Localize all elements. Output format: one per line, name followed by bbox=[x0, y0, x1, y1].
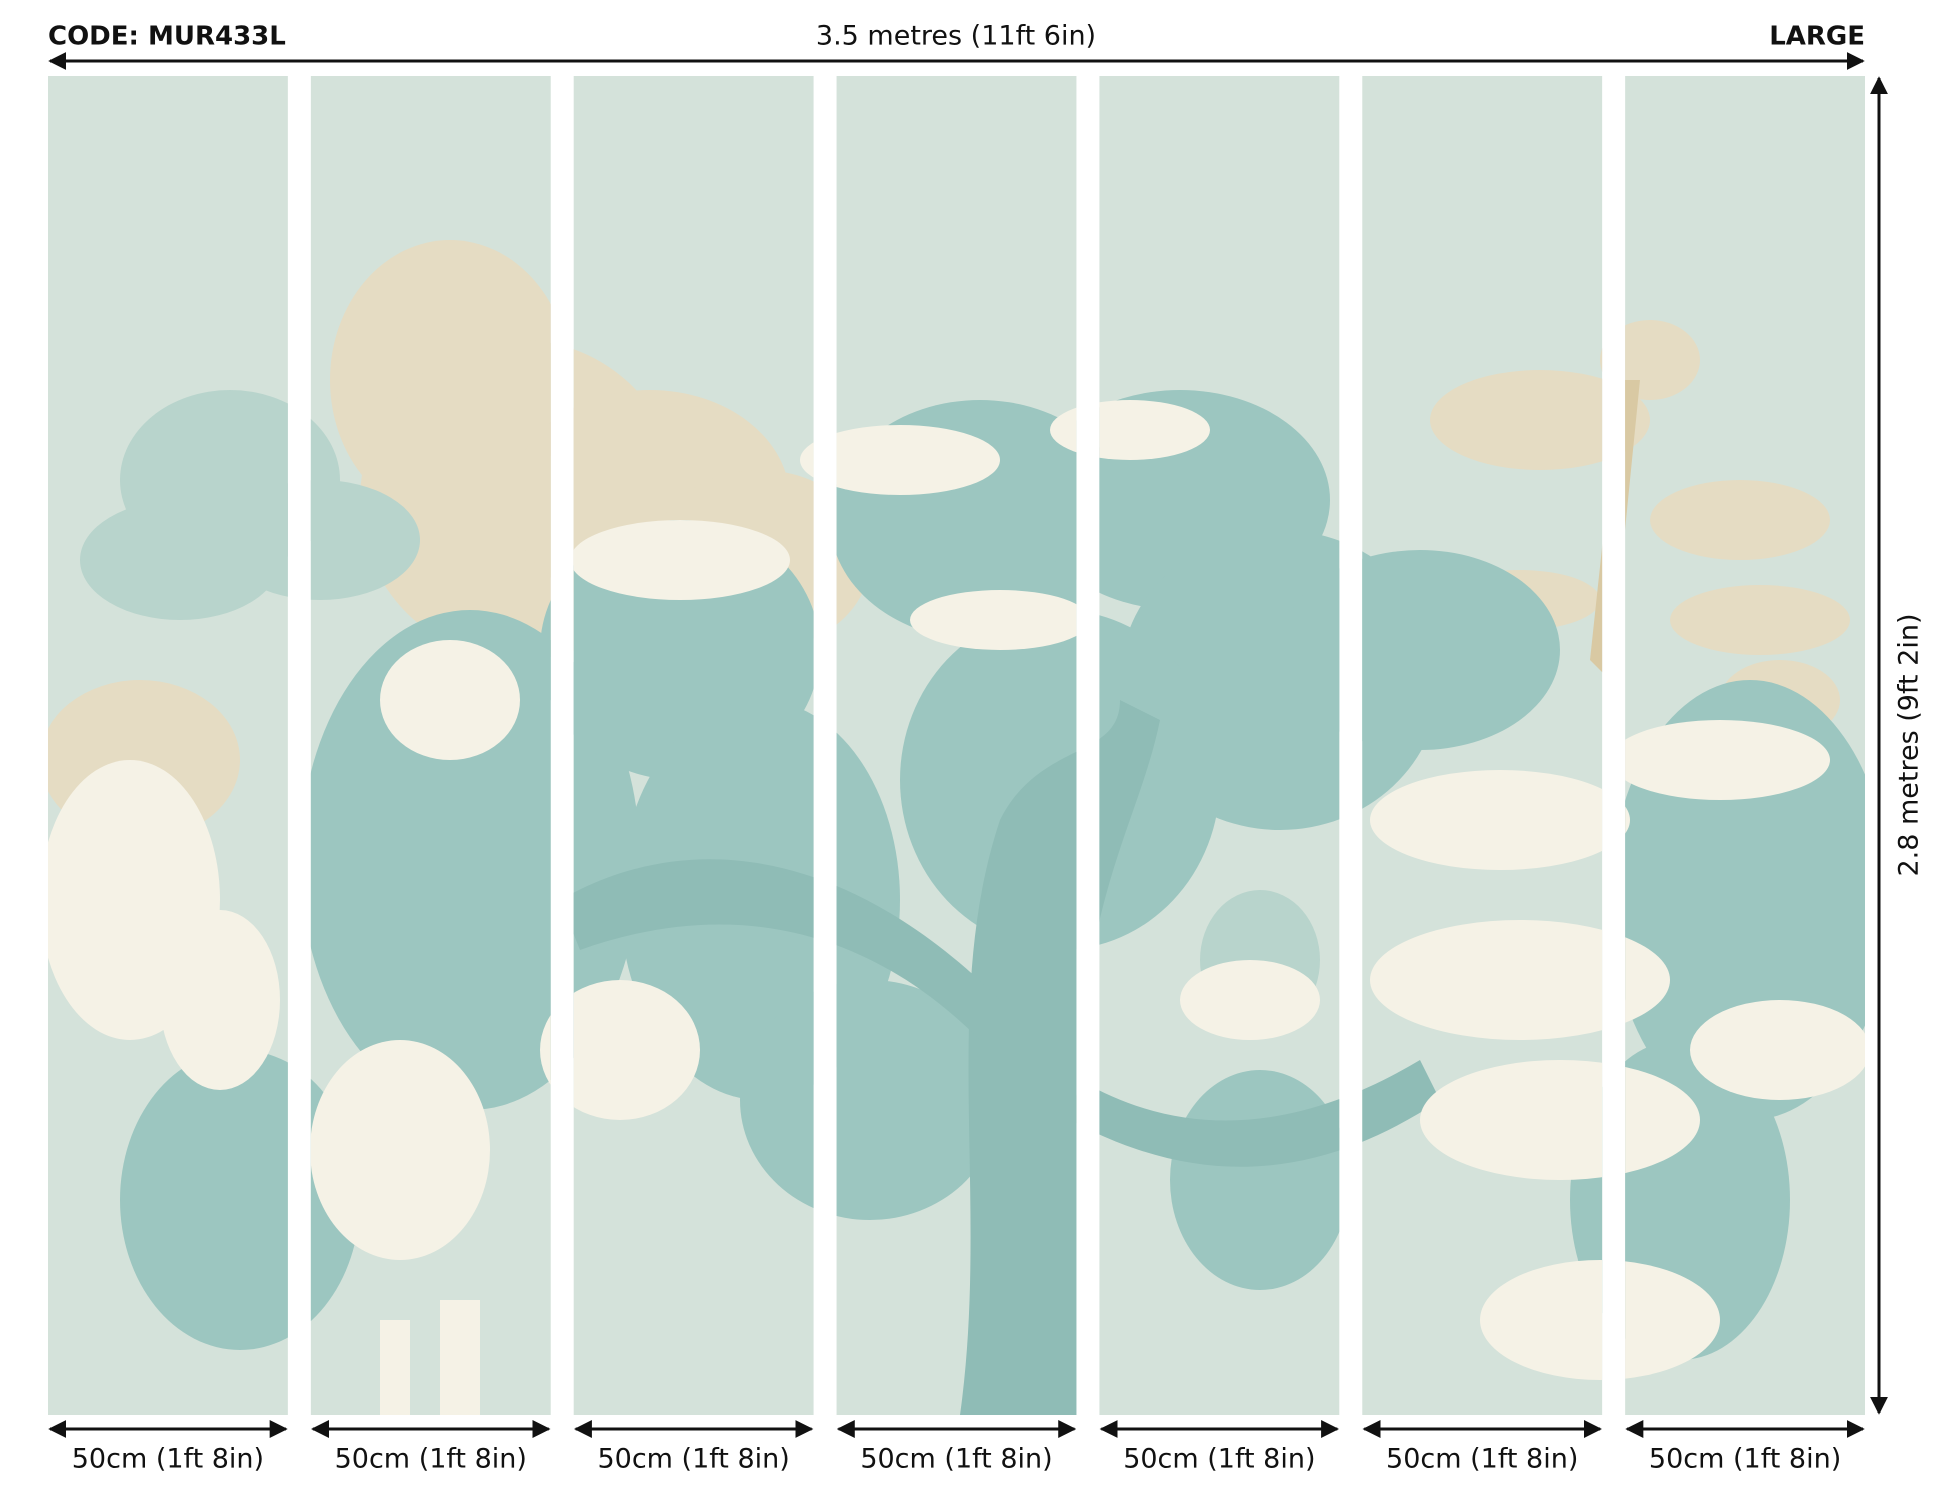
panel-width-label: 50cm (1ft 8in) bbox=[1386, 1444, 1578, 1475]
panel-width-label: 50cm (1ft 8in) bbox=[1649, 1444, 1841, 1475]
total-width: 3.5 metres (11ft 6in) bbox=[816, 21, 1096, 52]
panel-width-label: 50cm (1ft 8in) bbox=[72, 1444, 264, 1475]
panel-width-label: 50cm (1ft 8in) bbox=[335, 1444, 527, 1475]
panel-width-label: 50cm (1ft 8in) bbox=[860, 1444, 1052, 1475]
panels: 50cm (1ft 8in) 50cm (1ft 8in) 50cm (1ft 8i… bbox=[48, 1420, 1865, 1475]
mural-artwork bbox=[48, 76, 1865, 1415]
panel-width-label: 50cm (1ft 8in) bbox=[597, 1444, 789, 1475]
product-code: CODE: MUR433L bbox=[48, 22, 286, 52]
size-label: LARGE bbox=[1769, 22, 1865, 52]
total-height: 2.8 metres (9ft 2in) bbox=[1894, 613, 1925, 876]
panel-width-label: 50cm (1ft 8in) bbox=[1123, 1444, 1315, 1475]
